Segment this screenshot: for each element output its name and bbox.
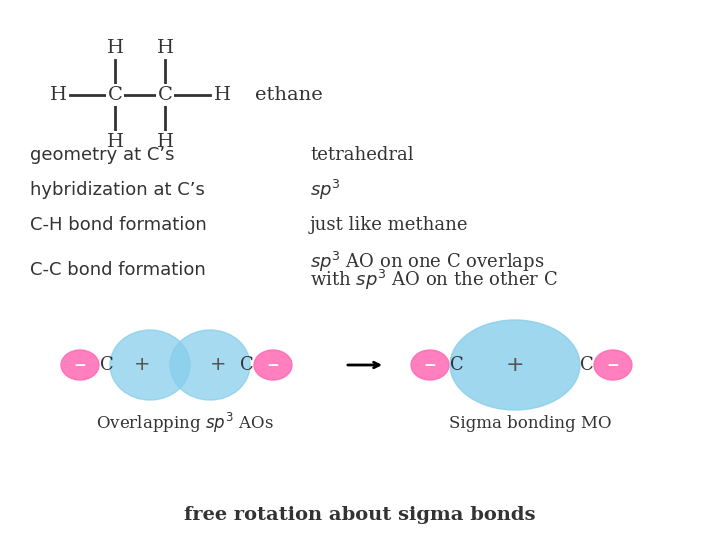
Text: C: C bbox=[100, 356, 114, 374]
Text: Sigma bonding MO: Sigma bonding MO bbox=[449, 415, 611, 431]
Text: C: C bbox=[107, 86, 122, 104]
Text: H: H bbox=[107, 133, 124, 151]
Text: H: H bbox=[50, 86, 66, 104]
Text: C: C bbox=[240, 356, 254, 374]
Text: +: + bbox=[505, 355, 524, 375]
Text: +: + bbox=[210, 355, 226, 375]
Text: tetrahedral: tetrahedral bbox=[310, 146, 413, 164]
Text: −: − bbox=[607, 357, 619, 373]
Text: +: + bbox=[134, 355, 150, 375]
Ellipse shape bbox=[110, 330, 190, 400]
Text: H: H bbox=[156, 39, 174, 57]
Ellipse shape bbox=[411, 350, 449, 380]
Text: free rotation about sigma bonds: free rotation about sigma bonds bbox=[184, 506, 536, 524]
Text: hybridization at C’s: hybridization at C’s bbox=[30, 181, 205, 199]
Text: H: H bbox=[107, 39, 124, 57]
Text: C-C bond formation: C-C bond formation bbox=[30, 261, 206, 279]
Text: C: C bbox=[450, 356, 464, 374]
Text: just like methane: just like methane bbox=[310, 216, 469, 234]
Text: −: − bbox=[423, 357, 436, 373]
Text: geometry at C’s: geometry at C’s bbox=[30, 146, 174, 164]
Ellipse shape bbox=[254, 350, 292, 380]
Text: C-H bond formation: C-H bond formation bbox=[30, 216, 207, 234]
Text: H: H bbox=[156, 133, 174, 151]
Text: $\it{sp}^3$ AO on one C overlaps: $\it{sp}^3$ AO on one C overlaps bbox=[310, 250, 544, 274]
Ellipse shape bbox=[61, 350, 99, 380]
Ellipse shape bbox=[594, 350, 632, 380]
Text: ethane: ethane bbox=[255, 86, 323, 104]
Text: with $\it{sp}^3$ AO on the other C: with $\it{sp}^3$ AO on the other C bbox=[310, 268, 558, 292]
Ellipse shape bbox=[450, 320, 580, 410]
Text: C: C bbox=[158, 86, 172, 104]
Text: −: − bbox=[266, 357, 279, 373]
Text: −: − bbox=[73, 357, 86, 373]
Text: H: H bbox=[214, 86, 230, 104]
Ellipse shape bbox=[170, 330, 250, 400]
Text: Overlapping $\it{sp}^3$ AOs: Overlapping $\it{sp}^3$ AOs bbox=[96, 411, 274, 435]
Text: $\it{sp}^3$: $\it{sp}^3$ bbox=[310, 178, 341, 202]
Text: C: C bbox=[580, 356, 594, 374]
